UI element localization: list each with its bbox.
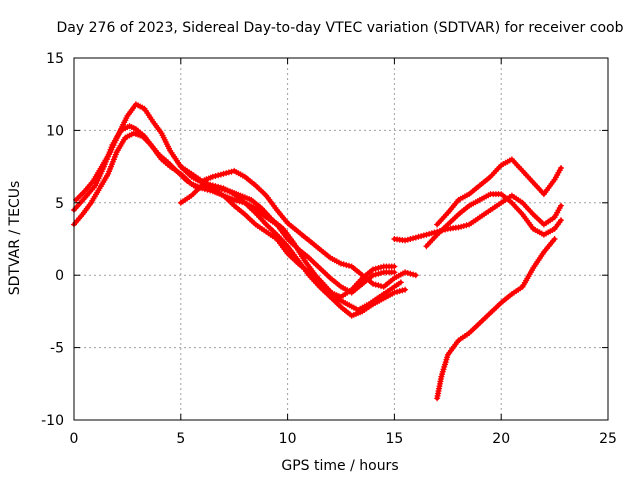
grid-layer	[74, 58, 608, 420]
series-track-4	[177, 182, 398, 300]
series-markers	[423, 191, 564, 250]
tick-layer: 0 5 10 15 20 25 -10 -5 0 5 10 15	[41, 51, 617, 447]
x-axis-label: GPS time / hours	[281, 458, 398, 474]
x-tick-label: 20	[492, 431, 510, 447]
x-tick-label: 5	[176, 431, 185, 447]
y-tick-label: 10	[46, 123, 64, 139]
y-tick-label: -10	[41, 413, 64, 429]
series-track-8	[434, 156, 564, 228]
series-markers	[177, 163, 419, 290]
plot-frame	[73, 57, 609, 421]
y-tick-label: 0	[55, 268, 64, 284]
series-markers	[434, 236, 558, 402]
y-axis-label: SDTVAR / TECUs	[7, 181, 23, 296]
chart-title: Day 276 of 2023, Sidereal Day-to-day VTE…	[57, 20, 624, 36]
series-track-3	[73, 101, 409, 319]
x-tick-label: 15	[385, 431, 403, 447]
x-tick-label: 10	[279, 431, 297, 447]
data-layer	[71, 101, 564, 402]
series-markers	[434, 156, 564, 228]
series-track-9	[434, 236, 558, 402]
x-tick-label: 25	[599, 431, 617, 447]
y-tick-label: 15	[46, 51, 64, 67]
y-tick-label: 5	[55, 196, 64, 212]
series-track-5	[177, 163, 419, 290]
x-tick-label: 0	[70, 431, 79, 447]
series-track-7	[423, 191, 564, 250]
y-tick-label: -5	[50, 341, 64, 357]
